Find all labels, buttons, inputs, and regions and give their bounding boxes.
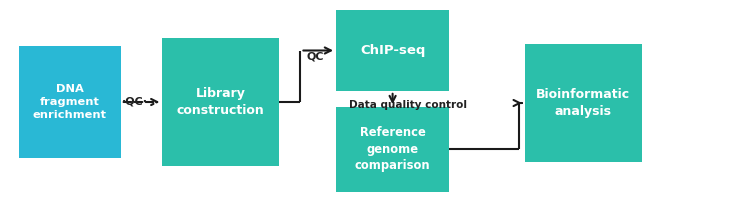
Text: ·QC·: ·QC· xyxy=(122,96,147,106)
FancyBboxPatch shape xyxy=(336,107,449,192)
Text: ChIP-seq: ChIP-seq xyxy=(360,44,425,57)
FancyBboxPatch shape xyxy=(162,38,279,166)
Text: DNA
fragment
enrichment: DNA fragment enrichment xyxy=(32,84,107,120)
Text: QC: QC xyxy=(307,52,325,62)
Text: Reference
genome
comparison: Reference genome comparison xyxy=(355,126,430,173)
Text: Bioinformatic
analysis: Bioinformatic analysis xyxy=(536,88,630,118)
Text: Data quality control: Data quality control xyxy=(349,100,467,110)
Text: Library
construction: Library construction xyxy=(177,87,265,117)
FancyBboxPatch shape xyxy=(336,10,449,91)
FancyBboxPatch shape xyxy=(19,46,121,158)
FancyBboxPatch shape xyxy=(525,44,642,162)
